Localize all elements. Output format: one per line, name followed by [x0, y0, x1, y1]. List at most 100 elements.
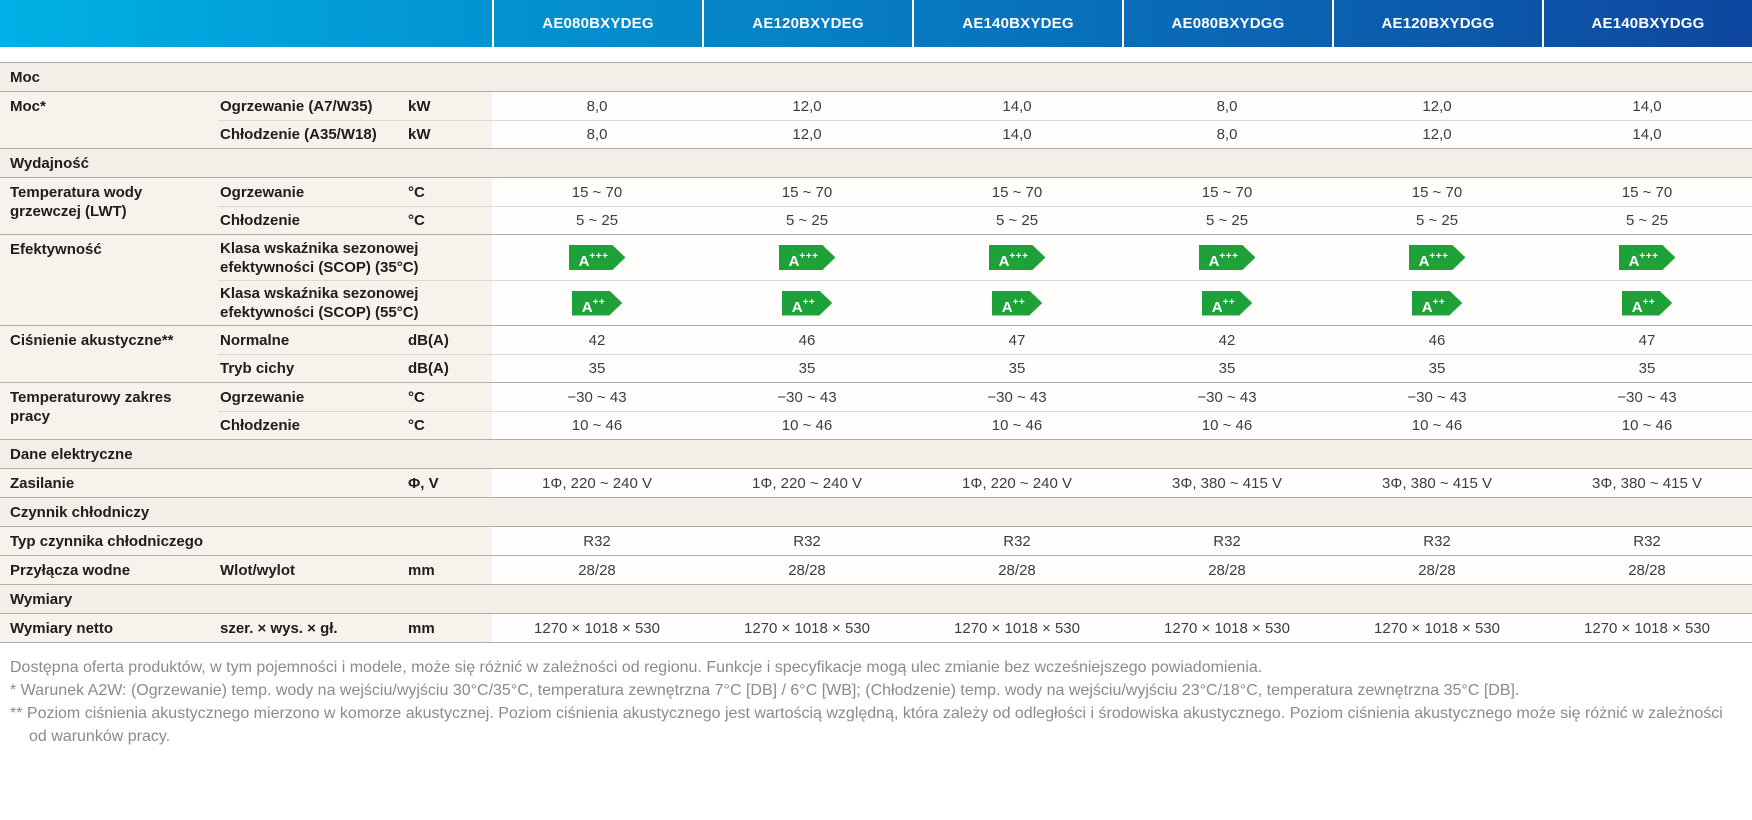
footnotes: Dostępna oferta produktów, w tym pojemno…: [0, 643, 1752, 748]
section-label: Moc: [10, 68, 40, 86]
spec-group-zakres: Temperaturowy zakres pracy Ogrzewanie °C…: [0, 382, 1752, 439]
table-row: Φ, V 1Φ, 220 ~ 240 V 1Φ, 220 ~ 240 V 1Φ,…: [218, 469, 1752, 497]
value-cell: A++: [912, 280, 1122, 325]
row-label: Ciśnienie akustyczne**: [0, 326, 218, 382]
spec-group-efektywnosc: Efektywność Klasa wskaźnika sezonowej ef…: [0, 234, 1752, 325]
spec-group-zasilanie: Zasilanie Φ, V 1Φ, 220 ~ 240 V 1Φ, 220 ~…: [0, 468, 1752, 497]
value-cell: 47: [912, 326, 1122, 354]
unit-label: Φ, V: [400, 469, 492, 497]
value-cell: 8,0: [492, 92, 702, 120]
value-cell: 1270 × 1018 × 530: [1542, 614, 1752, 642]
spec-group-lwt: Temperatura wody grzewczej (LWT) Ogrzewa…: [0, 177, 1752, 234]
energy-badge: A++: [992, 291, 1043, 316]
value-cell: A++: [1332, 280, 1542, 325]
value-cell: 15 ~ 70: [1542, 178, 1752, 206]
table-row: szer. × wys. × gł. mm 1270 × 1018 × 530 …: [218, 614, 1752, 642]
value-cell: 10 ~ 46: [1542, 411, 1752, 439]
table-row: Wlot/wylot mm 28/28 28/28 28/28 28/28 28…: [218, 556, 1752, 584]
value-cell: 10 ~ 46: [702, 411, 912, 439]
unit-label: °C: [400, 411, 492, 439]
table-row: Ogrzewanie °C −30 ~ 43 −30 ~ 43 −30 ~ 43…: [218, 383, 1752, 411]
energy-badge: A+++: [1409, 245, 1466, 270]
sub-label: Klasa wskaźnika sezonowej efektywności (…: [218, 235, 492, 280]
value-cell: 15 ~ 70: [912, 178, 1122, 206]
value-cell: 10 ~ 46: [912, 411, 1122, 439]
row-label: Wymiary netto: [0, 614, 218, 642]
spec-group-cisnienie: Ciśnienie akustyczne** Normalne dB(A) 42…: [0, 325, 1752, 382]
value-cell: 15 ~ 70: [702, 178, 912, 206]
spec-group-moc: Moc* Ogrzewanie (A7/W35) kW 8,0 12,0 14,…: [0, 91, 1752, 148]
footnote: ** Poziom ciśnienia akustycznego mierzon…: [10, 705, 1723, 745]
value-cell: A++: [1122, 280, 1332, 325]
value-cell: 28/28: [1332, 556, 1542, 584]
sub-label: szer. × wys. × gł.: [218, 614, 400, 642]
row-label: Zasilanie: [0, 469, 218, 497]
unit-label: °C: [400, 206, 492, 234]
value-cell: A++: [492, 280, 702, 325]
section-row-moc: Moc: [0, 62, 1752, 91]
value-cell: 1Φ, 220 ~ 240 V: [492, 469, 702, 497]
energy-badge: A+++: [569, 245, 626, 270]
section-row-wymiary: Wymiary: [0, 584, 1752, 613]
value-cell: 1270 × 1018 × 530: [1122, 614, 1332, 642]
row-label: Typ czynnika chłodniczego: [0, 527, 218, 555]
value-cell: 42: [1122, 326, 1332, 354]
unit-label: [400, 527, 492, 555]
model-header-bar: AE080BXYDEG AE120BXYDEG AE140BXYDEG AE08…: [0, 0, 1752, 47]
table-row: Chłodzenie °C 10 ~ 46 10 ~ 46 10 ~ 46 10…: [218, 411, 1752, 439]
value-cell: 46: [1332, 326, 1542, 354]
value-cell: 12,0: [702, 92, 912, 120]
value-cell: 28/28: [1542, 556, 1752, 584]
value-cell: 28/28: [492, 556, 702, 584]
value-cell: −30 ~ 43: [492, 383, 702, 411]
model-header: AE080BXYDGG: [1122, 0, 1332, 47]
header-blank-cell: [0, 0, 492, 47]
sub-label: Klasa wskaźnika sezonowej efektywności (…: [218, 280, 492, 325]
value-cell: −30 ~ 43: [1542, 383, 1752, 411]
section-label: Wymiary: [10, 590, 73, 608]
value-cell: 5 ~ 25: [1332, 206, 1542, 234]
section-row-dane-elektryczne: Dane elektryczne: [0, 439, 1752, 468]
value-cell: 8,0: [1122, 92, 1332, 120]
spec-group-przylacza: Przyłącza wodne Wlot/wylot mm 28/28 28/2…: [0, 555, 1752, 584]
value-cell: 42: [492, 326, 702, 354]
table-row: Ogrzewanie (A7/W35) kW 8,0 12,0 14,0 8,0…: [218, 92, 1752, 120]
sub-label: [218, 469, 400, 497]
value-cell: 1270 × 1018 × 530: [702, 614, 912, 642]
model-header: AE120BXYDGG: [1332, 0, 1542, 47]
section-label: Czynnik chłodniczy: [10, 503, 150, 521]
row-label: Temperaturowy zakres pracy: [0, 383, 218, 439]
energy-badge: A++: [1622, 291, 1673, 316]
value-cell: 10 ~ 46: [1332, 411, 1542, 439]
value-cell: R32: [1332, 527, 1542, 555]
unit-label: °C: [400, 178, 492, 206]
value-cell: A++: [702, 280, 912, 325]
value-cell: 15 ~ 70: [1122, 178, 1332, 206]
value-cell: A+++: [1542, 235, 1752, 280]
value-cell: 35: [1332, 354, 1542, 382]
table-row: R32 R32 R32 R32 R32 R32: [218, 527, 1752, 555]
value-cell: 35: [702, 354, 912, 382]
section-row-wydajnosc: Wydajność: [0, 148, 1752, 177]
value-cell: −30 ~ 43: [1122, 383, 1332, 411]
value-cell: 5 ~ 25: [702, 206, 912, 234]
value-cell: 35: [912, 354, 1122, 382]
sub-label: [218, 527, 400, 555]
value-cell: A++: [1542, 280, 1752, 325]
energy-badge: A+++: [1199, 245, 1256, 270]
value-cell: 5 ~ 25: [912, 206, 1122, 234]
value-cell: A+++: [912, 235, 1122, 280]
sub-label: Ogrzewanie: [218, 178, 400, 206]
value-cell: R32: [1542, 527, 1752, 555]
value-cell: 15 ~ 70: [492, 178, 702, 206]
value-cell: 1270 × 1018 × 530: [492, 614, 702, 642]
sub-label: Ogrzewanie: [218, 383, 400, 411]
unit-label: kW: [400, 120, 492, 148]
value-cell: 12,0: [702, 120, 912, 148]
value-cell: 15 ~ 70: [1332, 178, 1542, 206]
model-header: AE140BXYDEG: [912, 0, 1122, 47]
table-row: Chłodzenie °C 5 ~ 25 5 ~ 25 5 ~ 25 5 ~ 2…: [218, 206, 1752, 234]
value-cell: 8,0: [1122, 120, 1332, 148]
value-cell: 1270 × 1018 × 530: [1332, 614, 1542, 642]
value-cell: 28/28: [1122, 556, 1332, 584]
